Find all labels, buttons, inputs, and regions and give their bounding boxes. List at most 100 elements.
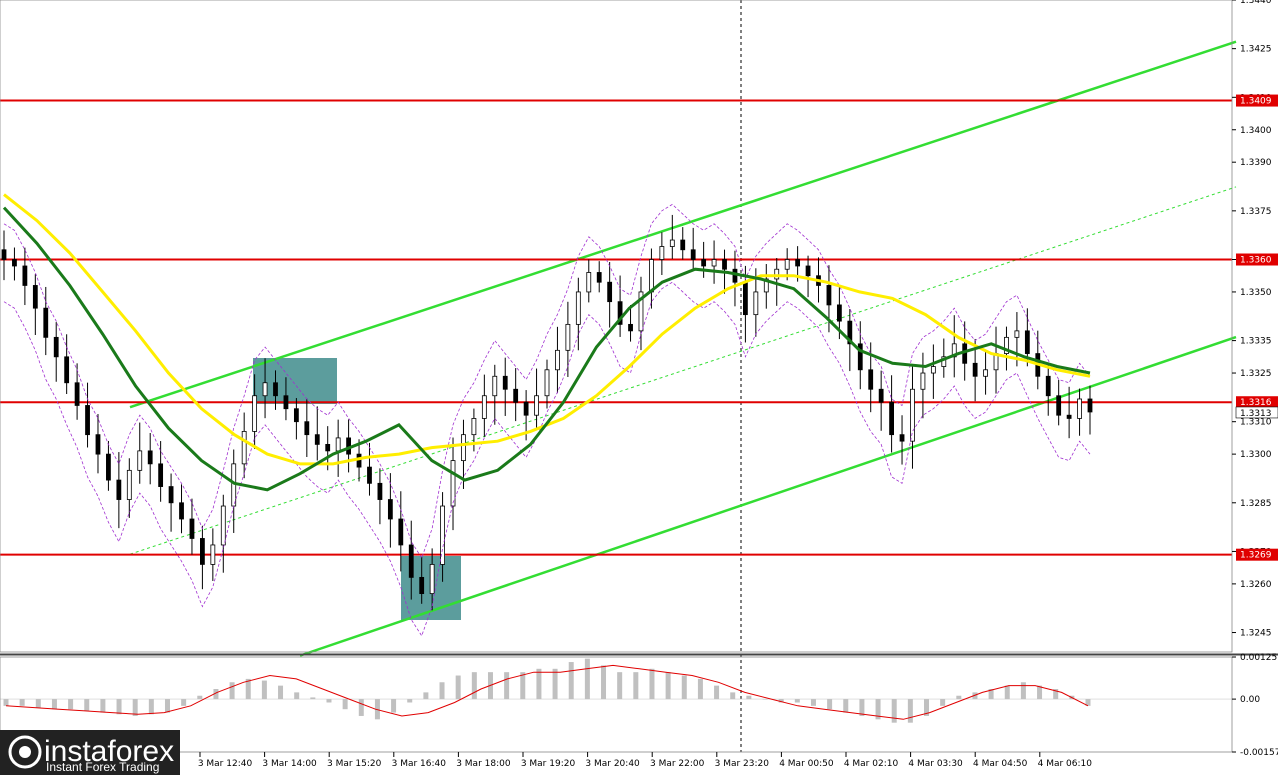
- histogram-bar: [1020, 682, 1026, 700]
- histogram-bar: [536, 668, 542, 700]
- histogram-bar: [181, 699, 187, 706]
- histogram-bar: [568, 662, 574, 700]
- level-tag: [1236, 396, 1278, 409]
- histogram-bar: [294, 692, 300, 700]
- candle-body: [43, 307, 49, 338]
- histogram-bar: [762, 699, 768, 700]
- x-tick-label: 4 Mar 03:30: [908, 759, 963, 769]
- candle-body: [1014, 330, 1020, 338]
- y-tick-label: 1.3300: [1240, 450, 1272, 460]
- candle-body: [126, 469, 132, 500]
- x-tick-label: 3 Mar 14:00: [262, 759, 317, 769]
- osc-tick-label: 0.00: [1240, 695, 1260, 705]
- histogram-bar: [843, 699, 849, 713]
- y-tick-label: 1.3440: [1240, 0, 1272, 6]
- candle-body: [795, 259, 801, 267]
- histogram-bar: [584, 658, 590, 700]
- candle-body: [889, 401, 894, 436]
- histogram-bar: [148, 699, 154, 715]
- histogram-bar: [940, 699, 946, 706]
- candle-body: [53, 336, 59, 358]
- histogram-bar: [924, 699, 930, 716]
- histogram-bar: [471, 672, 477, 700]
- candle-body: [649, 259, 654, 293]
- histogram-bar: [1004, 685, 1010, 700]
- candle-body: [523, 401, 529, 416]
- histogram-bar: [730, 692, 736, 700]
- histogram-bar: [439, 682, 445, 700]
- histogram-bar: [35, 699, 41, 708]
- candle-body: [377, 482, 383, 500]
- candle-body: [972, 362, 978, 377]
- candle-body: [137, 450, 143, 471]
- logo-emblem-icon: [8, 735, 42, 769]
- candle-body: [367, 466, 372, 484]
- candle-body: [398, 518, 404, 546]
- level-tag-label: 1.3409: [1240, 97, 1272, 107]
- candle-body: [189, 518, 195, 539]
- channel-mid-line: [129, 186, 1237, 555]
- candle-body: [1, 249, 7, 260]
- x-tick-label: 3 Mar 12:40: [198, 759, 253, 769]
- candle-body: [1045, 375, 1051, 397]
- candle-body: [878, 388, 884, 403]
- entry-zone-upper: [253, 358, 337, 404]
- y-tick-label: 1.3310: [1240, 418, 1272, 428]
- x-tick-label: 3 Mar 15:20: [327, 759, 382, 769]
- histogram-bar: [116, 699, 122, 715]
- candle-body: [1056, 395, 1062, 416]
- histogram-bar: [714, 685, 720, 700]
- x-tick-label: 4 Mar 02:10: [844, 759, 899, 769]
- logo-emblem-core-icon: [19, 746, 31, 758]
- candle-body: [534, 395, 539, 416]
- histogram-bar: [988, 689, 994, 700]
- histogram-bar: [746, 695, 752, 700]
- histogram-bar: [1037, 685, 1043, 700]
- main-plot: [0, 0, 1237, 752]
- candle-body: [22, 265, 28, 286]
- y-tick-label: 1.3400: [1240, 126, 1272, 136]
- candle-body: [106, 453, 111, 481]
- histogram-bar: [213, 689, 219, 700]
- candle-body: [440, 505, 445, 565]
- candle-body: [335, 437, 341, 452]
- y-tick-label: 1.3390: [1240, 158, 1272, 168]
- histogram-bar: [601, 665, 607, 700]
- osc-tick-label: -0.00157: [1240, 748, 1278, 758]
- histogram-bar: [907, 699, 913, 723]
- candle-body: [304, 421, 310, 436]
- candle-body: [461, 434, 466, 462]
- main-plot-frame: [0, 0, 1233, 653]
- histogram-bar: [3, 699, 9, 706]
- y-tick-label: 1.3325: [1240, 369, 1272, 379]
- candle-body: [116, 479, 122, 500]
- level-tag-label: 1.3360: [1240, 256, 1272, 266]
- candle-body: [680, 239, 686, 251]
- candle-body: [565, 323, 571, 351]
- histogram-bar: [51, 699, 57, 710]
- candle-body: [983, 369, 988, 377]
- x-tick-label: 3 Mar 16:40: [392, 759, 447, 769]
- histogram-bar: [68, 699, 74, 710]
- level-tag: [1236, 94, 1278, 107]
- candle-body: [930, 366, 936, 374]
- candle-body: [899, 434, 905, 442]
- envelope-lower-line: [3, 281, 1091, 637]
- candle-body: [429, 564, 435, 595]
- candle-body: [481, 395, 487, 419]
- histogram-bar: [665, 672, 671, 700]
- candle-body: [210, 544, 216, 565]
- candle-body: [64, 356, 70, 384]
- x-tick-label: 3 Mar 23:20: [715, 759, 770, 769]
- candle-body: [826, 285, 832, 306]
- candle-body: [502, 375, 508, 390]
- candle-body: [1077, 398, 1082, 419]
- histogram-bar: [342, 699, 348, 710]
- candle-body: [293, 408, 299, 423]
- candle-body: [314, 434, 320, 445]
- histogram-bar: [310, 697, 316, 700]
- candle-body: [168, 486, 174, 504]
- histogram-bar: [19, 699, 25, 706]
- candle-body: [283, 395, 289, 410]
